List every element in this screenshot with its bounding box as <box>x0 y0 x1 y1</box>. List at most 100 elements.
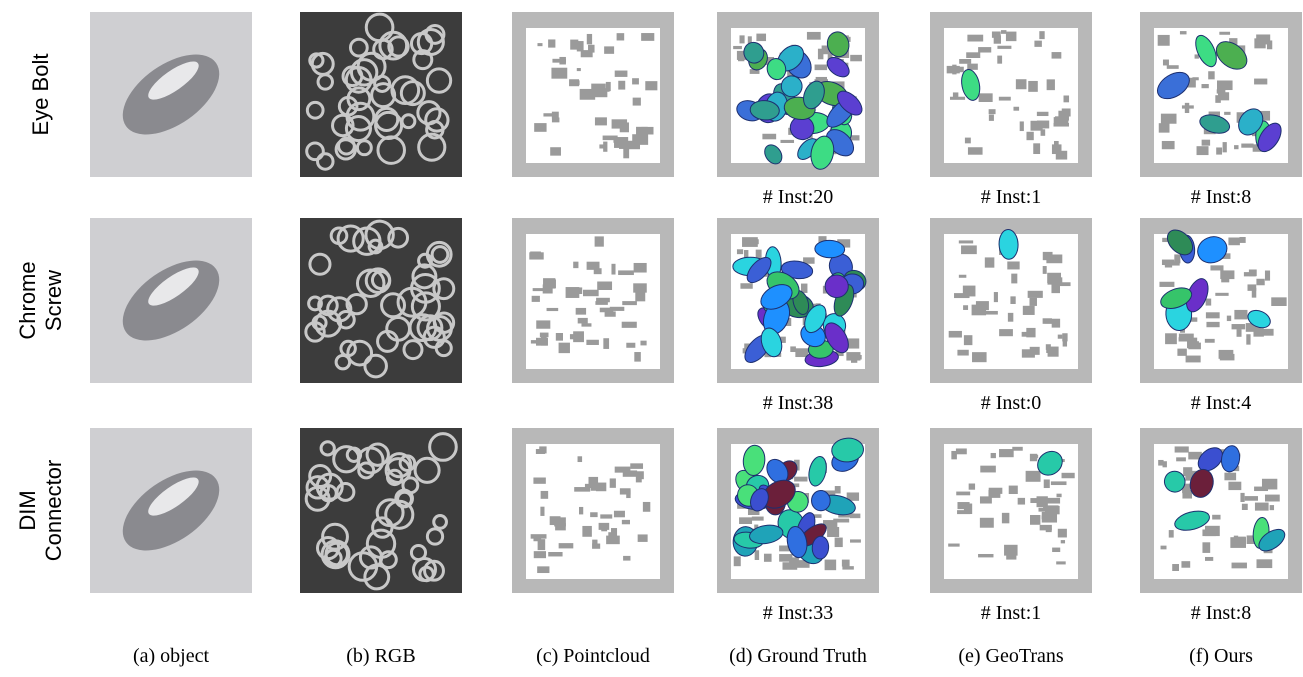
cloud-fragment <box>634 352 641 362</box>
cloud-fragment <box>1224 473 1236 481</box>
cloud-fragment <box>850 55 862 61</box>
cloud-fragment <box>595 117 607 125</box>
cloud-fragment <box>968 147 983 154</box>
instance-count: # Inst:4 <box>1191 392 1252 414</box>
cloud-fragment <box>1026 471 1041 482</box>
cloud-fragment <box>842 566 853 569</box>
cloud-fragment <box>534 551 546 558</box>
cloud-fragment <box>548 39 555 47</box>
cloud-fragment <box>1205 557 1213 561</box>
cloud-fragment <box>614 137 628 148</box>
column-caption: (c) Pointcloud <box>536 645 650 667</box>
cloud-fragment <box>959 59 971 64</box>
cloud-fragment <box>1174 254 1180 263</box>
cloud-fragment <box>1042 515 1053 519</box>
cloud-fragment <box>734 556 741 566</box>
cloud-fragment <box>1215 293 1228 296</box>
cloud-fragment <box>573 262 578 268</box>
cloud-fragment <box>794 477 807 482</box>
cloud-fragment <box>1247 284 1256 290</box>
image-panel <box>930 12 1092 177</box>
cloud-fragment <box>1239 237 1245 243</box>
cloud-fragment <box>548 552 562 556</box>
cloud-fragment <box>554 517 566 526</box>
cloud-fragment <box>980 518 994 528</box>
cloud-fragment <box>1245 496 1258 501</box>
cloud-fragment <box>1256 279 1264 285</box>
instance-count: # Inst:8 <box>1191 602 1252 624</box>
image-panel <box>717 12 879 177</box>
cloud-fragment <box>835 538 843 548</box>
cloud-fragment <box>1186 356 1201 363</box>
cloud-fragment <box>965 138 971 144</box>
cloud-fragment <box>991 453 996 458</box>
cloud-fragment <box>980 466 996 473</box>
cloud-fragment <box>752 239 759 244</box>
cloud-fragment <box>643 502 650 512</box>
cloud-fragment <box>611 264 615 275</box>
cloud-fragment <box>536 320 550 328</box>
cloud-fragment <box>1010 296 1015 304</box>
cloud-fragment <box>1046 344 1051 350</box>
cloud-fragment <box>1175 446 1189 452</box>
column-caption: (a) object <box>133 645 210 667</box>
cloud-fragment <box>1046 254 1062 263</box>
cloud-fragment <box>1051 481 1067 485</box>
cloud-fragment <box>626 343 635 348</box>
cloud-inner <box>1154 444 1288 579</box>
cloud-fragment <box>1223 142 1227 152</box>
cloud-fragment <box>1234 310 1247 319</box>
instance <box>811 490 830 511</box>
cloud-fragment <box>972 305 986 316</box>
cloud-fragment <box>1043 505 1059 510</box>
cloud-fragment <box>1044 479 1050 488</box>
cloud-fragment <box>547 308 559 311</box>
cloud-fragment <box>1237 329 1242 337</box>
cloud-fragment <box>733 46 742 49</box>
image-panel <box>1140 218 1302 383</box>
cloud-fragment <box>739 35 744 43</box>
cloud-fragment <box>1056 561 1066 564</box>
image-panel <box>930 218 1092 383</box>
cloud-fragment <box>956 448 967 454</box>
cloud-fragment <box>603 338 609 349</box>
cloud-fragment <box>1030 298 1037 306</box>
cloud-fragment <box>592 544 600 549</box>
cloud-fragment <box>614 511 625 518</box>
cloud-fragment <box>1261 329 1274 336</box>
image-panel <box>300 12 462 177</box>
cloud-fragment <box>645 81 657 90</box>
cloud-fragment <box>1023 306 1035 315</box>
cloud-fragment <box>1026 328 1035 337</box>
cloud-fragment <box>532 296 540 302</box>
cloud-fragment <box>740 283 752 289</box>
cloud-fragment <box>1208 71 1214 79</box>
row-label-line: Connector <box>41 460 66 562</box>
cloud-fragment <box>1241 144 1253 148</box>
cloud-fragment <box>1185 103 1189 113</box>
cloud-fragment <box>640 341 646 346</box>
cloud-fragment <box>1181 561 1190 568</box>
cloud-fragment <box>594 268 602 274</box>
cloud-fragment <box>537 566 549 573</box>
cloud-fragment <box>1047 79 1055 90</box>
cloud-fragment <box>615 71 628 77</box>
cloud-fragment <box>1061 540 1065 543</box>
cloud-fragment <box>1001 30 1006 34</box>
cloud-fragment <box>1161 114 1177 124</box>
cloud-fragment <box>1254 79 1267 85</box>
cloud-fragment <box>551 279 556 288</box>
cloud-fragment <box>638 534 648 541</box>
cloud-fragment <box>1162 141 1175 149</box>
cloud-fragment <box>1006 551 1016 560</box>
cloud-fragment <box>599 144 605 148</box>
column-caption: (b) RGB <box>346 645 415 667</box>
cloud-fragment <box>1217 80 1233 90</box>
row-label: Eye Bolt <box>28 54 53 136</box>
image-panel <box>1140 428 1302 593</box>
cloud-fragment <box>579 507 583 514</box>
instance-count: # Inst:1 <box>981 602 1042 624</box>
cloud-fragment <box>576 308 586 315</box>
image-panel <box>300 218 462 383</box>
cloud-fragment <box>1180 31 1187 34</box>
